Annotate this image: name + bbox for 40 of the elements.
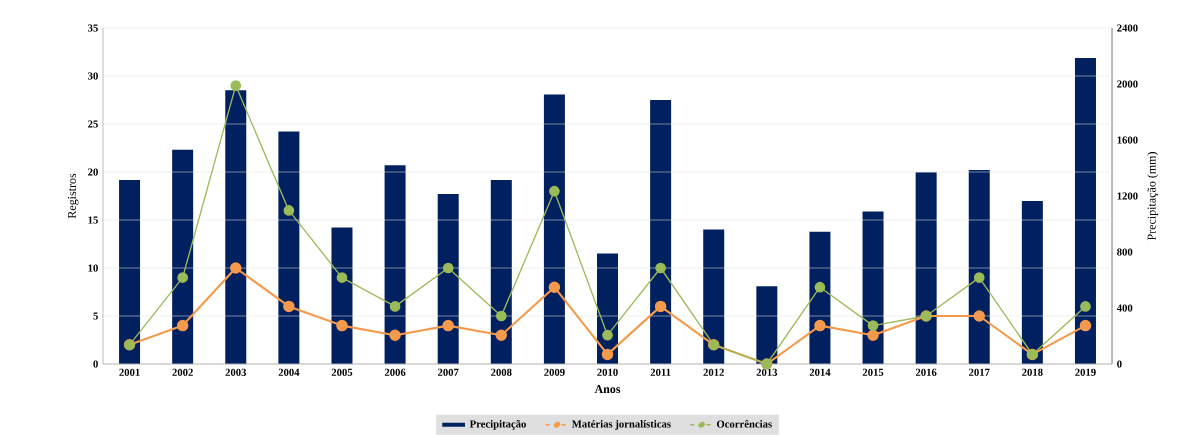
y-axis-title: Registros [67,173,79,219]
y-tick-label: 10 [88,264,98,272]
y2-tick-label: 1600 [1117,136,1138,144]
x-tick-label: 2009 [544,368,565,376]
x-axis-title: Anos [594,385,621,394]
x-tick-label: 2011 [650,368,671,376]
y2-tick-label: 0 [1117,360,1122,368]
x-tick-label: 2010 [597,368,618,376]
x-tick-label: 2014 [809,368,831,376]
legend-label: Precipitação [469,420,526,430]
x-tick-label: 2004 [278,368,300,376]
y-tick-label: 15 [88,216,98,224]
legend-label: Ocorrências [716,419,772,428]
y2-tick-label: 2400 [1117,24,1138,32]
y2-tick-label: 1200 [1117,192,1138,200]
x-tick-label: 2007 [437,368,459,376]
x-tick-label: 2001 [119,368,140,376]
x-tick-label: 2002 [172,368,193,376]
legend-label: Matérias jornalísticas [571,420,671,430]
x-tick-label: 2018 [1022,368,1043,376]
x-tick-label: 2015 [862,368,884,376]
x-tick-label: 2003 [225,368,247,376]
x-tick-label: 2005 [331,368,353,376]
y-tick-label: 35 [88,24,98,32]
y-tick-label: 20 [88,168,98,176]
y-tick-label: 5 [93,312,98,320]
x-tick-label: 2019 [1075,368,1096,376]
x-tick-label: 2016 [915,368,937,376]
x-tick-label: 2017 [969,368,990,376]
y-tick-label: 25 [88,120,98,128]
y2-tick-label: 400 [1116,304,1133,312]
y2-tick-label: 800 [1117,248,1133,256]
x-tick-label: 2012 [703,368,724,376]
y-tick-label: 30 [88,72,98,80]
y2-tick-label: 2000 [1117,80,1138,88]
x-tick-label: 2008 [491,368,512,376]
x-tick-label: 2013 [756,368,778,376]
y2-axis-title: Precipitação (mm) [1147,152,1159,241]
y-tick-label: 0 [93,360,98,368]
x-tick-label: 2006 [384,368,406,376]
